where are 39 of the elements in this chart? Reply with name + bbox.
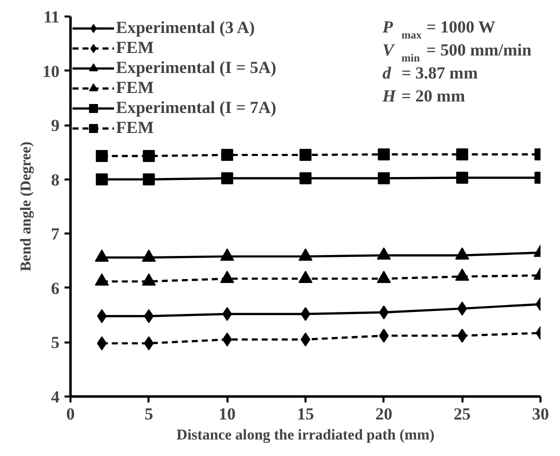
point [96, 150, 108, 162]
annotation: H = 20 mm [382, 86, 466, 106]
point [378, 172, 390, 184]
legend-label: FEM [116, 78, 154, 98]
point [142, 150, 155, 162]
point [300, 148, 312, 161]
point [300, 172, 312, 184]
point [96, 173, 108, 186]
x-tick-label: 25 [454, 404, 471, 424]
point [456, 172, 468, 184]
x-tick-label: 0 [66, 404, 75, 424]
point [142, 173, 155, 186]
x-tick-label: 5 [144, 404, 154, 424]
y-tick-label: 8 [51, 170, 60, 190]
legend-label: FEM [116, 38, 154, 58]
point [378, 148, 390, 160]
y-tick-label: 11 [43, 8, 60, 26]
x-tick-label: 15 [297, 404, 314, 424]
legend-label: FEM [116, 118, 154, 138]
x-tick-label: 10 [218, 404, 236, 424]
point [222, 332, 232, 346]
legend-label: Experimental (3 A) [116, 18, 255, 38]
point [456, 148, 468, 160]
point [221, 172, 234, 184]
point [300, 332, 310, 346]
y-tick-label: 10 [42, 62, 60, 81]
y-axis-title: Bend angle (Degree) [18, 142, 34, 272]
y-tick-label: 4 [51, 388, 60, 406]
annotation: d = 3.87 mm [382, 64, 478, 82]
y-tick-label: 7 [51, 224, 60, 244]
legend-label: Experimental (I = 5A) [116, 58, 276, 78]
x-tick-label: 20 [375, 404, 392, 424]
x-tick-label: 30 [532, 404, 549, 424]
y-tick-label: 6 [51, 278, 60, 298]
point [221, 148, 234, 161]
x-axis-title: Distance along the irradiated path (mm) [176, 428, 434, 444]
y-tick-label: 5 [51, 333, 60, 352]
y-tick-label: 9 [51, 116, 60, 136]
legend-label: Experimental (I = 7A) [116, 98, 276, 118]
